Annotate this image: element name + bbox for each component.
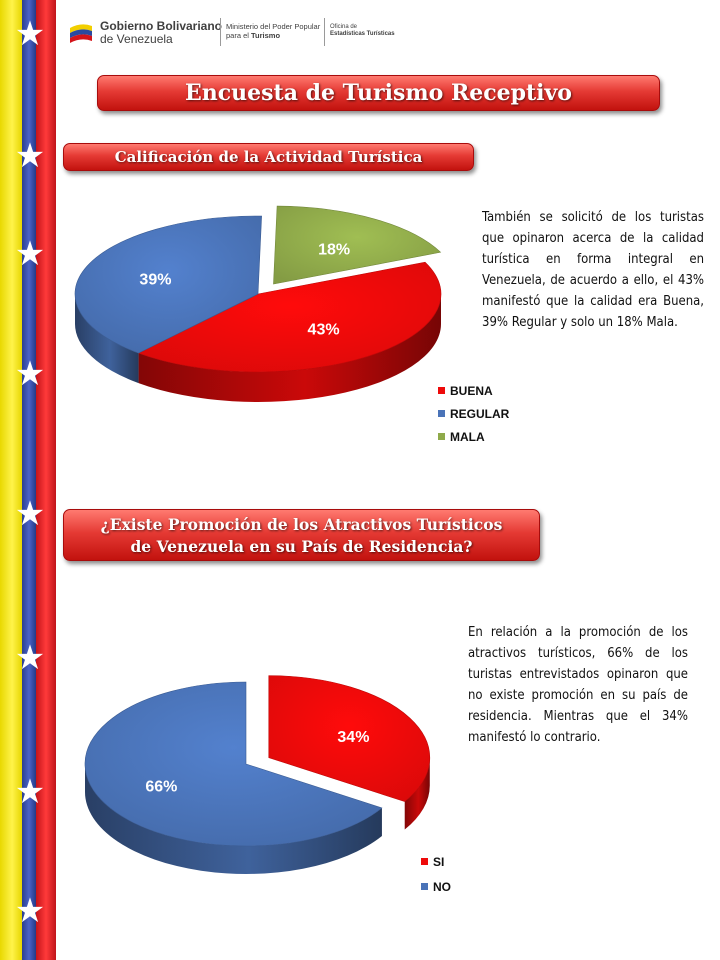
- data-label: 39%: [139, 272, 171, 289]
- pie-side-wall: [85, 764, 382, 874]
- section-heading-promotion: ¿Existe Promoción de los Atractivos Turí…: [63, 509, 540, 561]
- data-label: 43%: [308, 321, 340, 338]
- star-icon: ★: [14, 638, 46, 678]
- legend-swatch: [421, 858, 428, 865]
- flag-blue-band: [22, 0, 36, 960]
- promotion-description: En relación a la promoción de los atract…: [468, 625, 688, 745]
- legend-label: MALA: [450, 430, 485, 444]
- legend-swatch: [438, 433, 445, 440]
- star-icon: ★: [14, 234, 46, 274]
- pie-side-wall: [75, 294, 139, 384]
- pie-slice-buena: [137, 261, 442, 373]
- rating-description: También se solicitó de los turistas que …: [482, 210, 704, 330]
- section-heading-line: de Venezuela en su País de Residencia?: [130, 537, 473, 556]
- venezuela-flag-stripe: ★ ★ ★ ★ ★ ★ ★ ★: [0, 0, 56, 960]
- data-label: 18%: [318, 241, 350, 258]
- pie-side-wall: [404, 757, 430, 830]
- pie-slice-si: [268, 675, 431, 802]
- logo-divider: [220, 18, 221, 46]
- data-label: 66%: [145, 779, 177, 796]
- star-icon: ★: [14, 891, 46, 931]
- section-heading-rating: Calificación de la Actividad Turística: [63, 143, 474, 171]
- pie-side-wall: [138, 294, 441, 403]
- legend-swatch: [421, 883, 428, 890]
- page-title: Encuesta de Turismo Receptivo: [97, 75, 660, 111]
- data-label: 34%: [337, 729, 369, 746]
- logo-office-text: Oficina de Estadísticas Turísticas: [330, 24, 395, 37]
- logo-divider: [324, 18, 325, 46]
- flag-yellow-band: [0, 0, 22, 960]
- legend-swatch: [438, 410, 445, 417]
- flag-red-band: [36, 0, 56, 960]
- pie-chart-promotion: 34% 66% SI NO: [84, 675, 451, 894]
- logo-ministry-text: Ministerio del Poder Popular para el Tur…: [226, 22, 321, 40]
- pie-slice-no: [84, 681, 383, 847]
- section-heading-line: ¿Existe Promoción de los Atractivos Turí…: [100, 515, 503, 534]
- flag-logo-icon: [70, 24, 92, 43]
- star-icon: ★: [14, 14, 46, 54]
- pie-chart-rating: 43% 39% 18% BUENA REGULAR MALA: [74, 205, 510, 444]
- star-icon: ★: [14, 354, 46, 394]
- star-icon: ★: [14, 772, 46, 812]
- legend-label: BUENA: [450, 384, 493, 398]
- government-logo: Gobierno Bolivariano de Venezuela Minist…: [68, 14, 408, 48]
- star-icon: ★: [14, 136, 46, 176]
- pie-slice-mala: [273, 205, 442, 285]
- legend-swatch: [438, 387, 445, 394]
- star-icon: ★: [14, 494, 46, 534]
- pie-slice-regular: [74, 215, 262, 354]
- legend-label: REGULAR: [450, 407, 510, 421]
- logo-government-text: Gobierno Bolivariano de Venezuela: [100, 19, 223, 46]
- legend-label: SI: [433, 855, 444, 869]
- legend-label: NO: [433, 880, 451, 894]
